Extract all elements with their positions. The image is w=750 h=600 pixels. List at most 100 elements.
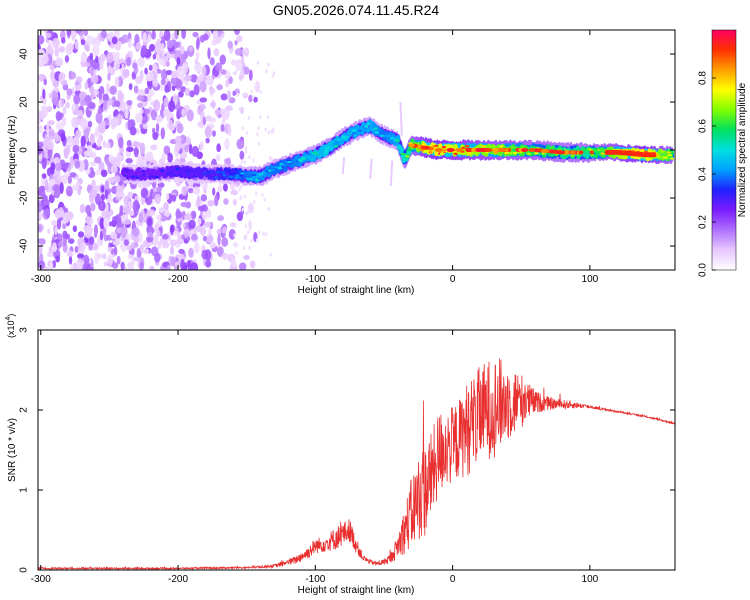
spectrogram-cell — [59, 182, 64, 194]
spectrogram-cell — [163, 96, 169, 108]
ridge-cell — [492, 145, 498, 148]
spectrogram-cell — [149, 43, 156, 52]
spectrogram-cell — [183, 228, 191, 239]
spectrogram-cell — [237, 63, 241, 68]
spectrogram-cell — [176, 66, 184, 79]
spectrogram-cell — [212, 187, 216, 196]
spectrogram-cell — [190, 262, 199, 270]
ridge-cell — [513, 151, 518, 155]
spectrogram-cell — [66, 88, 73, 96]
spectrogram-cell — [66, 250, 74, 257]
spectrogram-cell — [97, 107, 104, 114]
ridge-cell — [122, 174, 128, 177]
spectrogram-cell — [100, 30, 108, 39]
spectrogram-cell — [238, 107, 242, 112]
spectrogram-cell — [217, 233, 221, 246]
spectrogram-cell — [176, 123, 184, 134]
ridge-cell — [657, 152, 662, 155]
spectrogram-cell — [259, 89, 262, 94]
spectrogram-cell — [236, 138, 245, 150]
spectrogram-cell — [156, 230, 161, 237]
spectrogram-cell — [105, 117, 109, 126]
spectrogram-cell — [121, 214, 127, 221]
spectrogram-cell — [62, 106, 67, 115]
ridge-cell — [198, 176, 204, 179]
spectrogram-cell — [116, 255, 121, 265]
spectrogram-cell — [104, 203, 109, 213]
spectrogram-cell — [192, 31, 199, 38]
spectrogram-cell — [253, 96, 258, 103]
spectrogram-cell — [106, 51, 114, 64]
spectrogram-cell — [38, 56, 45, 68]
spectrogram-cell — [170, 257, 176, 267]
spectrogram-cell — [135, 76, 143, 85]
figure-title: GN05.2026.074.11.45.R24 — [273, 2, 440, 18]
spectrogram-cell — [227, 124, 232, 137]
spectrogram-cell — [150, 144, 158, 151]
spectrogram-cell — [190, 210, 197, 219]
spectrogram-cell — [153, 99, 161, 112]
ridge-cell — [202, 172, 208, 175]
ridge-cell — [152, 171, 158, 174]
spectrogram-streak — [341, 157, 346, 175]
spectrogram-cell — [83, 30, 89, 37]
spectrogram-cell — [243, 254, 250, 260]
spectrogram-cell — [165, 193, 170, 200]
spectrogram-cell — [84, 215, 91, 223]
spectrogram-cell — [161, 233, 169, 240]
spectrogram-cell — [187, 260, 192, 270]
spectrogram-cell — [253, 200, 256, 205]
spectrogram-cell — [113, 59, 120, 71]
spectrogram-cell — [232, 198, 237, 206]
spectrogram-cell — [58, 159, 66, 165]
spectrogram-cell — [132, 200, 140, 212]
spectrogram-cell — [225, 105, 233, 112]
spectrogram-cell — [86, 144, 93, 157]
spectrogram-cell — [190, 74, 198, 83]
ridge-cell — [224, 172, 230, 176]
spectrogram-cell — [204, 125, 212, 138]
ridge-cell — [317, 152, 323, 159]
ridge-cell — [189, 172, 194, 175]
ridge-cell — [399, 146, 405, 154]
spectrogram-cell — [221, 226, 227, 234]
spectrogram-cell — [213, 48, 220, 57]
snr-ylabel: SNR (10 * v/v) — [7, 418, 18, 482]
spectrogram-cell — [109, 221, 113, 227]
ridge-peak — [521, 148, 529, 152]
spectrogram-cell — [205, 260, 212, 268]
ridge-cell — [387, 138, 392, 142]
spectrogram-cell — [240, 68, 245, 75]
spectrogram-cell — [156, 117, 163, 123]
ridge-cell — [324, 149, 330, 153]
ridge-cell — [257, 177, 262, 180]
spectrogram-cell — [203, 221, 212, 228]
spectrogram-cell — [147, 92, 152, 102]
spectrogram-cell — [70, 264, 76, 270]
y-tick-label: 2 — [19, 407, 30, 413]
spectrogram-cell — [194, 241, 200, 254]
spectrogram-cell — [245, 130, 248, 135]
ridge-cell — [306, 152, 311, 156]
spectrogram-cell — [234, 223, 237, 228]
spectrogram-cell — [241, 54, 245, 65]
ridge-cell — [377, 128, 382, 131]
ridge-cell — [669, 149, 675, 156]
spectrogram-cell — [60, 132, 66, 142]
ridge-cell — [585, 154, 590, 157]
spectrogram-cell — [179, 152, 188, 159]
spectrogram-cell — [65, 144, 71, 156]
spectrogram-cell — [38, 246, 43, 255]
spectrogram-cell — [55, 110, 62, 122]
spectrogram-cell — [81, 51, 87, 64]
spectrogram-cell — [162, 50, 166, 56]
spectrogram-cell — [126, 146, 134, 153]
colorbar: 0.0 0.2 0.4 0.6 0.8 Normalized spectral ampl… — [698, 29, 748, 277]
ridge-cell — [333, 142, 338, 146]
ridge-cell — [364, 125, 369, 128]
x-tick-label: -200 — [168, 274, 188, 285]
spectrogram-cell — [49, 260, 54, 270]
spectrogram-cell — [204, 249, 212, 261]
spectrogram-cell — [152, 79, 159, 88]
